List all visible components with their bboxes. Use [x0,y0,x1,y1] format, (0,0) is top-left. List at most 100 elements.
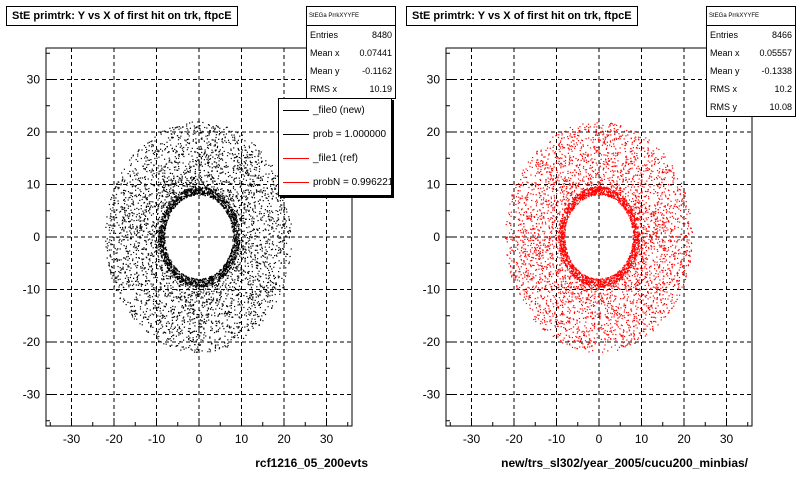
scatter-point [288,261,290,263]
scatter-point [171,133,173,135]
scatter-point [252,216,254,218]
scatter-point [240,256,242,258]
scatter-point [215,190,217,192]
scatter-point [224,310,226,313]
scatter-point [199,190,201,192]
scatter-point [244,234,246,237]
scatter-point [181,274,183,276]
scatter-point [164,130,166,132]
scatter-point [245,163,247,165]
scatter-point [194,189,196,191]
scatter-point [131,313,133,315]
scatter-point [245,209,247,211]
scatter-point [164,180,166,182]
scatter-point [175,271,177,273]
scatter-point [193,125,195,127]
scatter-point [169,263,172,265]
scatter-point [203,295,206,297]
scatter-point [271,294,273,296]
scatter-point [190,177,192,179]
scatter-point [161,229,163,231]
scatter-point [145,310,147,313]
scatter-point [278,218,280,221]
scatter-point [145,281,147,283]
scatter-point [110,244,112,246]
scatter-point [282,248,285,250]
scatter-point [161,302,163,304]
scatter-point [153,251,156,253]
scatter-point [162,254,164,256]
scatter-point [180,127,182,129]
scatter-point [228,207,231,209]
scatter-point [128,212,130,215]
scatter-point [165,304,167,306]
scatter-point [271,243,273,245]
scatter-point [239,166,241,168]
scatter-point [190,299,192,301]
scatter-point [243,175,246,177]
scatter-point [229,214,231,216]
scatter-point [155,291,157,293]
scatter-point [278,260,280,262]
scatter-point [228,199,230,201]
scatter-point [269,274,271,276]
scatter-point [212,193,214,195]
scatter-point [233,247,235,249]
scatter-point [234,332,236,334]
scatter-point [220,292,222,294]
scatter-point [273,177,275,179]
scatter-point [167,255,169,257]
scatter-point [160,288,162,290]
scatter-point [223,207,226,210]
scatter-point [221,188,223,190]
scatter-point [200,178,202,180]
scatter-point [167,214,169,216]
scatter-point [160,320,162,322]
scatter-point [172,186,174,188]
scatter-point [151,140,153,142]
scatter-point [254,211,257,213]
scatter-point [175,204,178,206]
scatter-point [137,284,139,286]
scatter-point [253,211,255,213]
scatter-point [164,294,166,296]
scatter-point [248,270,250,273]
scatter-point [122,282,124,284]
scatter-point [224,274,226,276]
scatter-point [258,213,261,215]
scatter-point [159,340,161,343]
scatter-point [112,236,114,238]
scatter-point [232,289,234,292]
scatter-point [255,245,257,247]
scatter-point [200,325,202,328]
scatter-point [161,216,163,218]
scatter-point [247,300,249,302]
scatter-point [231,134,233,136]
scatter-point [201,193,203,195]
scatter-point [181,177,183,179]
scatter-point [212,278,214,280]
scatter-point [162,251,164,253]
scatter-point [200,189,202,191]
scatter-point [238,331,241,333]
scatter-point [228,311,230,313]
scatter-point [236,226,238,228]
scatter-point [214,287,216,289]
scatter-point [182,197,185,200]
scatter-point [185,194,187,196]
scatter-point [116,216,118,219]
scatter-point [256,167,258,169]
scatter-point [234,218,237,220]
scatter-point [152,170,154,172]
scatter-point [257,153,260,155]
scatter-point [237,248,239,250]
scatter-point [209,190,211,192]
scatter-point [181,197,183,199]
scatter-point [280,241,282,243]
scatter-point [176,269,178,271]
scatter-point [239,163,241,166]
scatter-point [139,237,141,239]
scatter-point [162,316,164,319]
scatter-point [160,266,162,268]
scatter-point [247,318,249,321]
